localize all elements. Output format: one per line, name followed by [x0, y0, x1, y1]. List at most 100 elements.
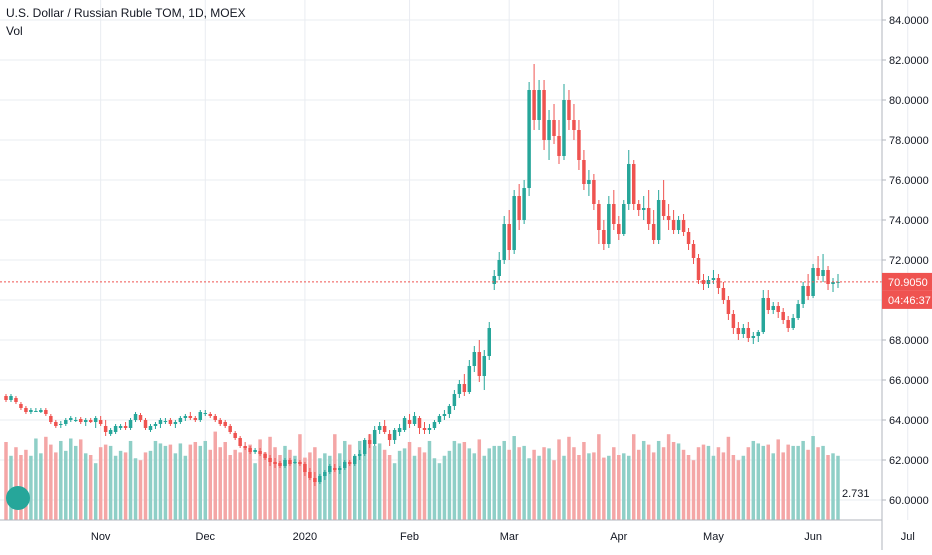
- chart-title: U.S. Dollar / Russian Ruble TOM, 1D, MOE…: [6, 6, 246, 20]
- candle-body: [507, 224, 511, 250]
- candle-body: [796, 304, 800, 318]
- y-tick-label: 84.0000: [889, 15, 929, 27]
- candle-body: [148, 426, 153, 430]
- x-tick-label: Dec: [196, 531, 216, 543]
- volume-bar: [78, 439, 83, 520]
- candle-body: [427, 428, 432, 430]
- volume-bar: [183, 455, 188, 520]
- volume-bar: [666, 434, 671, 520]
- volume-bar: [801, 440, 805, 520]
- candle-body: [218, 420, 222, 424]
- volume-bar: [158, 443, 163, 520]
- volume-bar: [83, 453, 88, 520]
- volume-bar: [213, 431, 217, 520]
- volume-bar: [263, 452, 267, 520]
- volume-bar: [407, 442, 412, 520]
- volume-bar: [382, 449, 387, 520]
- price-axis: 60.000062.000064.000066.000068.000070.00…: [881, 0, 929, 550]
- x-tick-label: Jul: [901, 531, 915, 543]
- volume-bars: [4, 431, 840, 520]
- volume-bar: [706, 445, 711, 520]
- candle-body: [29, 410, 33, 412]
- candle-body: [397, 428, 402, 432]
- candle-body: [761, 298, 766, 332]
- candle-body: [118, 426, 123, 428]
- volume-bar: [686, 455, 691, 520]
- candle-body: [258, 451, 262, 454]
- volume-bar: [243, 447, 247, 520]
- volume-bar: [188, 444, 193, 520]
- candle-body: [726, 300, 731, 314]
- volume-bar: [203, 440, 208, 520]
- candle-body: [477, 352, 482, 376]
- volume-indicator-label[interactable]: Vol: [6, 24, 23, 38]
- candle-body: [472, 352, 477, 366]
- candle-body: [716, 278, 721, 288]
- candle-body: [203, 413, 208, 414]
- countdown-tag: [882, 290, 932, 309]
- candle-body: [133, 414, 138, 420]
- volume-bar: [736, 460, 741, 520]
- candle-body: [791, 318, 795, 328]
- candle-body: [407, 420, 412, 424]
- volume-bar: [397, 450, 402, 520]
- volume-bar: [328, 455, 332, 520]
- candle-body: [328, 466, 332, 472]
- volume-bar: [338, 453, 342, 520]
- y-tick-label: 62.0000: [889, 455, 929, 467]
- candle-body: [442, 414, 447, 416]
- volume-bar: [273, 447, 277, 520]
- volume-bar: [293, 455, 297, 520]
- y-tick-label: 76.0000: [889, 175, 929, 187]
- volume-bar: [193, 442, 198, 520]
- volume-bar: [103, 444, 108, 520]
- volume-bar: [627, 455, 631, 520]
- candle-body: [447, 406, 452, 414]
- volume-bar: [343, 440, 347, 520]
- candle-body: [387, 434, 392, 440]
- volume-bar: [542, 447, 546, 520]
- volume-bar: [781, 452, 785, 520]
- candle-body: [547, 120, 551, 140]
- candle-body: [158, 420, 163, 424]
- volume-bar: [108, 445, 113, 520]
- volume-value-label: 2.731: [842, 488, 870, 500]
- volume-bar: [402, 448, 407, 520]
- volume-bar: [826, 455, 830, 520]
- volume-bar: [427, 440, 432, 520]
- volume-bar: [148, 450, 153, 520]
- volume-bar: [572, 447, 576, 520]
- tradingview-logo-icon[interactable]: [6, 486, 30, 510]
- candle-body: [457, 384, 462, 394]
- candle-body: [497, 260, 501, 276]
- candle-body: [108, 430, 113, 434]
- volume-bar: [323, 453, 327, 520]
- volume-bar: [557, 439, 561, 520]
- candle-body: [248, 448, 252, 452]
- volume-bar: [487, 448, 492, 520]
- countdown-tag-text: 04:46:37: [888, 295, 931, 307]
- volume-bar: [796, 445, 800, 520]
- volume-bar: [607, 455, 611, 520]
- candle-body: [4, 396, 8, 400]
- candle-body: [333, 468, 337, 470]
- volume-bar: [776, 439, 780, 520]
- candle-body: [636, 204, 641, 210]
- candle-body: [412, 416, 417, 424]
- candle-body: [417, 418, 422, 428]
- candle-body: [163, 421, 168, 422]
- volume-bar: [143, 452, 148, 520]
- candle-body: [362, 440, 367, 454]
- last-price-tag: [882, 272, 932, 291]
- volume-bar: [806, 449, 810, 520]
- candle-body: [701, 280, 706, 284]
- volume-bar: [761, 445, 766, 520]
- volume-bar: [372, 445, 377, 520]
- volume-bar: [636, 449, 641, 520]
- candle-body: [123, 426, 128, 428]
- volume-bar: [582, 442, 586, 520]
- candle-body: [263, 454, 267, 458]
- y-tick-label: 82.0000: [889, 55, 929, 67]
- volume-bar: [741, 455, 746, 520]
